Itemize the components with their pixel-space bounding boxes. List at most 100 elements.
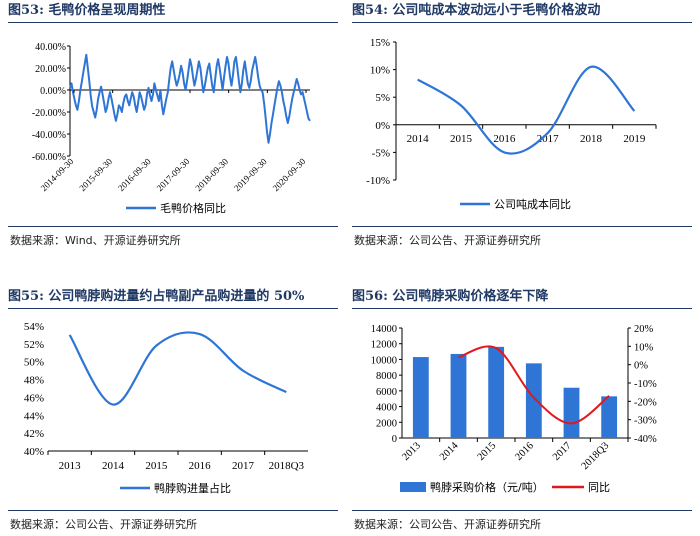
fig53-divider [8, 226, 338, 227]
y2-tick-label: -30% [634, 416, 657, 427]
y-tick-label: 14000 [371, 324, 397, 335]
y2-tick-label: 10% [634, 342, 654, 353]
bar-price [488, 346, 505, 438]
fig54-title: 图54: 公司吨成本波动远小于毛鸭价格波动 [352, 0, 692, 23]
y-tick-label: 0.00% [40, 86, 66, 97]
legend-label: 鸭脖购进量占比 [154, 481, 231, 495]
x-tick-label: 2013 [400, 440, 423, 463]
y-tick-label: 42% [24, 428, 44, 440]
series-line-share [68, 331, 287, 406]
y-tick-label: 12000 [371, 340, 397, 351]
series-line-cost [417, 65, 636, 155]
fig56-source: 数据来源：公司公告、开源证券研究所 [354, 518, 541, 531]
x-tick-label: 2014 [438, 440, 461, 463]
fig53-title: 图53: 毛鸭价格呈现周期性 [8, 0, 338, 23]
y-tick-label: 20.00% [35, 64, 66, 75]
bar-price [450, 353, 467, 438]
y-tick-label: 48% [24, 375, 44, 387]
panel-fig53: 图53: 毛鸭价格呈现周期性 40.00% 20.00% 0.00% -20.00% -… [8, 0, 338, 260]
x-tick-label: 2014 [102, 460, 125, 472]
y2-tick-label: 20% [634, 324, 654, 335]
fig53-title-text: 毛鸭价格呈现周期性 [48, 3, 166, 18]
fig56-number: 图56: [352, 289, 388, 304]
x-tick-label: 2015 [450, 133, 473, 145]
x-tick-label: 2020-09-30 [271, 156, 308, 193]
fig53-number: 图53: [8, 3, 44, 18]
fig55-divider [8, 510, 338, 511]
fig54-number: 图54: [352, 3, 388, 18]
panel-fig54: 图54: 公司吨成本波动远小于毛鸭价格波动 15% 10% 5% 0% -5% -10% 2… [352, 0, 692, 260]
fig55-source: 数据来源：公司公告、开源证券研究所 [10, 518, 197, 531]
x-tick-label: 2017 [537, 133, 560, 145]
y-tick-label: 44% [24, 410, 44, 422]
x-tick-label: 2018-09-30 [193, 156, 230, 193]
fig55-chart: 54% 52% 50% 48% 46% 44% 42% 40% 2013 2014 2015 2016… [24, 321, 308, 495]
y-tick-label: 52% [24, 339, 44, 351]
y-tick-label: 10% [370, 65, 390, 77]
bar-price [525, 363, 542, 438]
y2-tick-label: 0% [634, 361, 648, 372]
y-tick-label: 40.00% [35, 42, 66, 53]
y-tick-label: 2000 [376, 418, 397, 429]
y-tick-label: -20.00% [32, 108, 66, 119]
x-tick-label: 2017 [551, 440, 574, 463]
fig56-title: 图56: 公司鸭脖采购价格逐年下降 [352, 286, 692, 309]
y-tick-label: 8000 [376, 371, 397, 382]
x-tick-label: 2018 [580, 133, 603, 145]
y-tick-label: 50% [24, 357, 44, 369]
y-tick-label: 6000 [376, 387, 397, 398]
bar-price [563, 387, 580, 438]
y-tick-label: 4000 [376, 403, 397, 414]
fig54-chart: 15% 10% 5% 0% -5% -10% 2014 2015 2016 2017 2018 201… [366, 37, 657, 211]
x-tick-label: 2016 [513, 440, 536, 463]
x-tick-label: 2019-09-30 [232, 156, 269, 193]
y-tick-label: 0 [392, 434, 397, 445]
fig55-title-text: 公司鸭脖购进量约占鸭副产品购进量的 50% [48, 289, 305, 304]
y-tick-label: -60.00% [32, 152, 66, 163]
fig54-source: 数据来源：公司公告、开源证券研究所 [354, 234, 541, 247]
legend-label-bar: 鸭脖采购价格（元/吨） [430, 480, 544, 494]
series-line-duck-price [69, 53, 311, 144]
y-tick-label: -40.00% [32, 130, 66, 141]
x-tick-label: 2013 [59, 460, 82, 472]
y-tick-label: 54% [24, 321, 44, 333]
legend-label: 毛鸭价格同比 [160, 201, 226, 215]
y-tick-label: 46% [24, 392, 44, 404]
panel-fig55: 图55: 公司鸭脖购进量约占鸭副产品购进量的 50% 54% 52% 50% 48% 4… [8, 286, 338, 536]
x-tick-label: 2016-09-30 [116, 156, 153, 193]
x-tick-label: 2018Q3 [269, 460, 305, 472]
y-tick-label: -5% [372, 147, 390, 159]
y-tick-label: 5% [375, 92, 390, 104]
x-tick-label: 2015 [145, 460, 168, 472]
series-line-yoy [458, 345, 610, 425]
bar-price [412, 357, 429, 438]
y-tick-label: 0% [375, 120, 390, 132]
y2-tick-label: -10% [634, 379, 657, 390]
x-tick-label: 2014 [407, 133, 430, 145]
fig55-number: 图55: [8, 289, 44, 304]
x-tick-label: 2015 [476, 440, 499, 463]
x-tick-label: 2018Q3 [580, 440, 612, 472]
y-tick-label: 40% [24, 446, 44, 458]
legend-label-line: 同比 [588, 481, 610, 494]
x-tick-label: 2016 [493, 133, 516, 145]
y-tick-label: -10% [366, 175, 390, 187]
fig55-title: 图55: 公司鸭脖购进量约占鸭副产品购进量的 50% [8, 286, 338, 309]
x-tick-label: 2017 [232, 460, 255, 472]
fig56-chart: 14000 12000 10000 8000 6000 4000 2000 0 20% 10% 0%… [371, 324, 657, 494]
y2-tick-label: -40% [634, 434, 657, 445]
x-tick-label: 2015-09-30 [77, 156, 114, 193]
fig54-divider [352, 226, 692, 227]
fig56-title-text: 公司鸭脖采购价格逐年下降 [392, 289, 549, 304]
fig53-chart: 40.00% 20.00% 0.00% -20.00% -40.00% -60.00% 20… [32, 42, 311, 215]
y-tick-label: 10000 [371, 355, 397, 366]
bar-price [601, 396, 618, 438]
legend-label: 公司吨成本同比 [494, 197, 571, 211]
x-tick-label: 2016 [189, 460, 212, 472]
x-tick-label: 2017-09-30 [155, 156, 192, 193]
fig54-title-text: 公司吨成本波动远小于毛鸭价格波动 [392, 3, 601, 18]
y2-tick-label: -20% [634, 397, 657, 408]
y-tick-label: 15% [370, 37, 390, 49]
fig53-source: 数据来源：Wind、开源证券研究所 [10, 234, 181, 247]
panel-fig56: 图56: 公司鸭脖采购价格逐年下降 14000 12000 10000 8000 600… [352, 286, 692, 536]
